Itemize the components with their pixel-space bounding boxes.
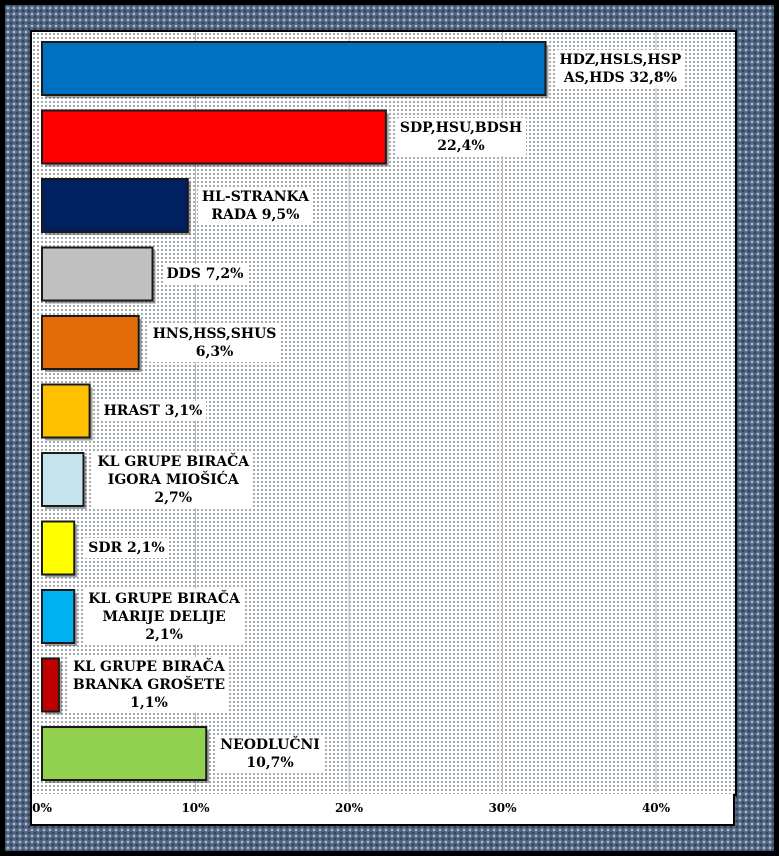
bar-label-11: NEODLUČNI 10,7% — [216, 734, 324, 773]
bar-1 — [41, 41, 547, 96]
bar-10 — [41, 657, 60, 713]
x-tick-label: 40% — [641, 801, 671, 815]
x-tick-label: 30% — [488, 801, 517, 815]
x-axis-band — [30, 794, 735, 826]
bar-11 — [41, 726, 208, 781]
bar-4 — [41, 246, 154, 302]
bar-label-10: KL GRUPE BIRAČA BRANKA GROŠETE 1,1% — [68, 657, 229, 713]
bar-3 — [41, 178, 189, 233]
bar-label-5: HNS,HSS,SHUS 6,3% — [148, 323, 281, 362]
bar-8 — [41, 520, 76, 576]
bar-label-8: SDR 2,1% — [84, 538, 169, 558]
x-tick-label: 20% — [334, 801, 364, 815]
bar-label-7: KL GRUPE BIRAČA IGORA MIOŠIĆA 2,7% — [93, 451, 254, 508]
x-tick-label: 10% — [181, 801, 210, 815]
bar-label-3: HL-STRANKA RADA 9,5% — [197, 186, 313, 225]
bar-label-6: HRAST 3,1% — [99, 401, 207, 421]
bar-label-2: SDP,HSU,BDSH 22,4% — [395, 118, 527, 156]
bar-2 — [41, 109, 387, 165]
bar-6 — [41, 383, 91, 439]
bar-label-1: HDZ,HSLS,HSP AS,HDS 32,8% — [555, 49, 686, 88]
bar-label-9: KL GRUPE BIRAČA MARIJE DELIJE 2,1% — [84, 588, 244, 645]
x-tick-label: 0% — [32, 801, 52, 815]
bar-9 — [41, 589, 76, 644]
bar-7 — [41, 452, 85, 507]
bar-5 — [41, 315, 140, 370]
bar-label-4: DDS 7,2% — [162, 264, 248, 284]
